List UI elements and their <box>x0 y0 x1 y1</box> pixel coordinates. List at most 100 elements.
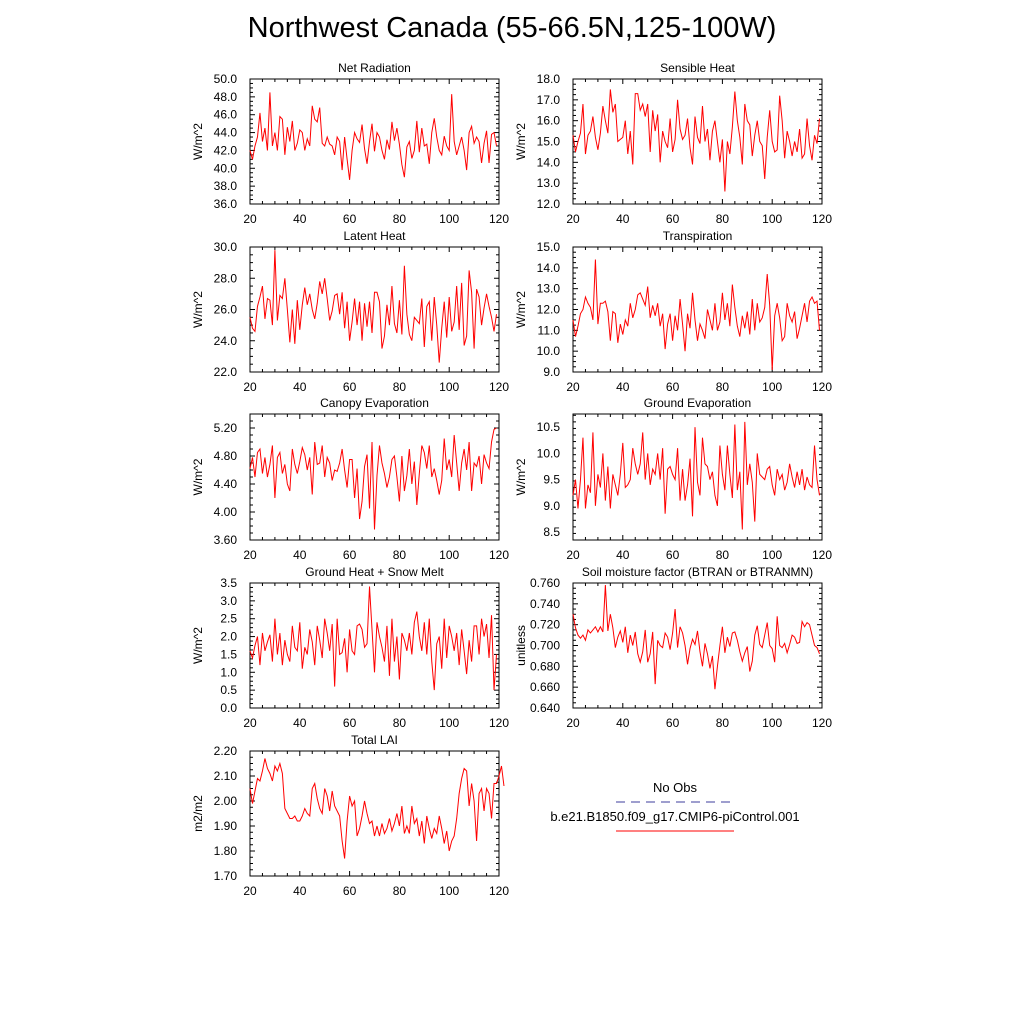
y-tick-label: 26.0 <box>214 303 238 317</box>
y-tick-label: 15.0 <box>537 240 561 254</box>
chart-title: Sensible Heat <box>660 61 735 75</box>
chart-title: Total LAI <box>351 733 398 747</box>
y-tick-label: 2.20 <box>214 744 238 758</box>
x-tick-label: 100 <box>439 380 459 394</box>
plot-frame <box>249 78 500 205</box>
x-tick-label: 100 <box>439 716 459 730</box>
y-tick-label: 1.5 <box>220 647 237 661</box>
y-tick-label: 18.0 <box>537 72 561 86</box>
series-line <box>249 92 498 180</box>
x-tick-label: 100 <box>762 716 782 730</box>
y-tick-label: 3.0 <box>220 594 237 608</box>
y-tick-label: 24.0 <box>214 334 238 348</box>
plot-frame <box>249 582 500 709</box>
chart-panel: 20 40 60 80 100 120 22.0 24.0 26.0 28.0 30.0 Latent… <box>191 229 509 394</box>
y-tick-label: 1.90 <box>214 819 238 833</box>
y-axis-label: W/m^2 <box>514 458 528 495</box>
y-axis-label: m2/m2 <box>191 795 205 832</box>
y-tick-label: 36.0 <box>214 197 238 211</box>
x-tick-label: 60 <box>343 716 357 730</box>
series-line <box>249 586 498 691</box>
x-tick-label: 60 <box>666 716 680 730</box>
y-tick-label: 2.10 <box>214 769 238 783</box>
y-tick-label: 10.0 <box>537 344 561 358</box>
y-tick-label: 10.0 <box>537 446 561 460</box>
chart-panel: 20 40 60 80 100 120 0.640 0.660 0.680 0.700 0.720 0… <box>514 565 832 730</box>
x-tick-label: 60 <box>343 380 357 394</box>
legend-label: No Obs <box>653 780 698 795</box>
y-tick-label: 8.5 <box>543 525 560 539</box>
y-tick-label: 44.0 <box>214 126 238 140</box>
chart-panel: 20 40 60 80 100 120 0.0 0.5 1.0 1.5 2.0 2.5 3.0 3.5 Gr… <box>191 565 509 730</box>
y-tick-label: 1.0 <box>220 665 237 679</box>
page-title: Northwest Canada (55-66.5N,125-100W) <box>247 12 777 44</box>
y-tick-label: 30.0 <box>214 240 238 254</box>
y-tick-label: 0.0 <box>220 701 237 715</box>
y-tick-label: 48.0 <box>214 90 238 104</box>
y-tick-label: 46.0 <box>214 108 238 122</box>
y-tick-label: 38.0 <box>214 179 238 193</box>
x-tick-label: 80 <box>716 380 730 394</box>
chart-panel: 20 40 60 80 100 120 8.5 9.0 9.5 10.0 10.5 Ground Ev… <box>514 396 832 562</box>
x-tick-label: 120 <box>489 548 509 562</box>
plot-frame <box>572 582 823 709</box>
y-tick-label: 0.720 <box>530 618 560 632</box>
chart-panel: 20 40 60 80 100 120 1.70 1.80 1.90 2.00 2.10 2.20 To… <box>191 733 509 898</box>
x-tick-label: 40 <box>616 380 630 394</box>
x-tick-label: 80 <box>393 884 407 898</box>
x-tick-label: 40 <box>293 716 307 730</box>
y-tick-label: 9.5 <box>543 473 560 487</box>
x-tick-label: 60 <box>343 212 357 226</box>
x-tick-label: 100 <box>439 548 459 562</box>
x-tick-label: 60 <box>666 548 680 562</box>
x-tick-label: 120 <box>812 716 832 730</box>
chart-panel: 20 40 60 80 100 120 3.60 4.00 4.40 4.80 5.20 Canopy… <box>191 396 509 562</box>
x-tick-label: 80 <box>716 212 730 226</box>
y-axis-label: W/m^2 <box>514 291 528 328</box>
y-tick-label: 0.660 <box>530 680 560 694</box>
x-tick-label: 100 <box>439 884 459 898</box>
x-tick-label: 20 <box>566 212 580 226</box>
y-tick-label: 0.740 <box>530 597 560 611</box>
x-tick-label: 20 <box>243 716 257 730</box>
chart-title: Ground Heat + Snow Melt <box>305 565 444 579</box>
y-tick-label: 40.0 <box>214 161 238 175</box>
x-tick-label: 120 <box>812 380 832 394</box>
y-tick-label: 50.0 <box>214 72 238 86</box>
series-line <box>249 758 505 859</box>
y-tick-label: 0.5 <box>220 683 237 697</box>
y-tick-label: 1.70 <box>214 869 238 883</box>
plot-frame <box>572 246 823 373</box>
y-tick-label: 0.680 <box>530 659 560 673</box>
x-tick-label: 120 <box>489 380 509 394</box>
y-axis-label: W/m^2 <box>191 627 205 664</box>
y-tick-label: 9.0 <box>543 499 560 513</box>
x-tick-label: 60 <box>343 884 357 898</box>
y-tick-label: 14.0 <box>537 155 561 169</box>
x-tick-label: 20 <box>243 380 257 394</box>
chart-panel: 20 40 60 80 100 120 36.0 38.0 40.0 42.0 44.0 46.0 48… <box>191 61 509 226</box>
x-tick-label: 40 <box>293 212 307 226</box>
series-line <box>249 250 498 363</box>
legend-label: b.e21.B1850.f09_g17.CMIP6-piControl.001 <box>550 809 799 824</box>
x-tick-label: 80 <box>393 212 407 226</box>
x-tick-label: 80 <box>393 716 407 730</box>
x-tick-label: 120 <box>812 212 832 226</box>
y-tick-label: 13.0 <box>537 282 561 296</box>
x-tick-label: 120 <box>489 716 509 730</box>
y-tick-label: 3.60 <box>214 533 238 547</box>
series-line <box>249 427 497 530</box>
y-tick-label: 17.0 <box>537 93 561 107</box>
x-tick-label: 20 <box>243 212 257 226</box>
x-tick-label: 80 <box>393 548 407 562</box>
y-tick-label: 2.5 <box>220 612 237 626</box>
y-tick-label: 5.20 <box>214 421 238 435</box>
x-tick-label: 60 <box>343 548 357 562</box>
chart-title: Net Radiation <box>338 61 411 75</box>
x-tick-label: 40 <box>293 548 307 562</box>
x-tick-label: 40 <box>293 884 307 898</box>
y-tick-label: 4.40 <box>214 477 238 491</box>
y-axis-label: W/m^2 <box>514 123 528 160</box>
chart-title: Transpiration <box>663 229 733 243</box>
y-axis-label: W/m^2 <box>191 123 205 160</box>
